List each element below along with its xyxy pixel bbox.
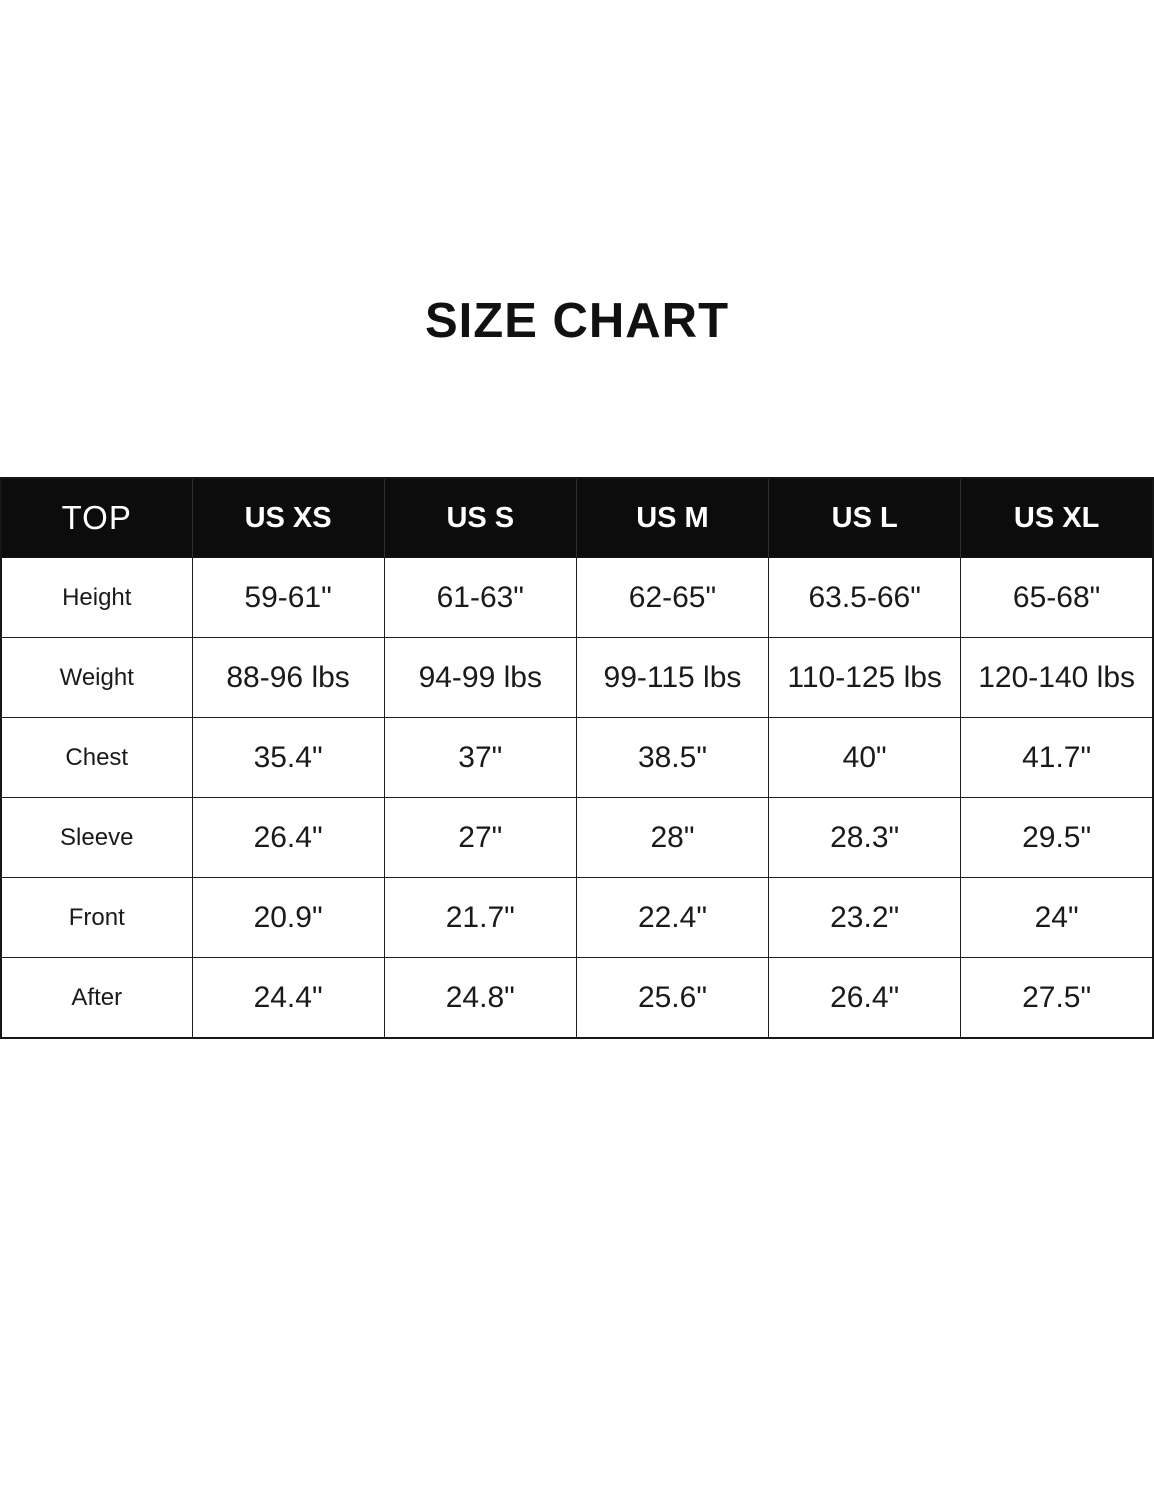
cell-front-l: 23.2" bbox=[768, 877, 962, 958]
cell-after-s: 24.8" bbox=[383, 957, 577, 1039]
table-row-after: After 24.4" 24.8" 25.6" 26.4" 27.5" bbox=[0, 957, 1154, 1039]
cell-height-s: 61-63" bbox=[383, 557, 577, 638]
row-label-weight: Weight bbox=[0, 637, 193, 718]
cell-after-m: 25.6" bbox=[575, 957, 770, 1039]
cell-front-m: 22.4" bbox=[575, 877, 770, 958]
header-row: TOP US XS US S US M US L US XL bbox=[0, 478, 1154, 558]
cell-height-l: 63.5-66" bbox=[768, 557, 962, 638]
cell-chest-m: 38.5" bbox=[575, 717, 770, 798]
header-cell-us-m: US M bbox=[575, 478, 770, 558]
header-cell-us-xs: US XS bbox=[191, 478, 385, 558]
cell-chest-xs: 35.4" bbox=[191, 717, 385, 798]
row-label-after: After bbox=[0, 957, 193, 1039]
cell-height-xs: 59-61" bbox=[191, 557, 385, 638]
cell-sleeve-xs: 26.4" bbox=[191, 797, 385, 878]
cell-after-xs: 24.4" bbox=[191, 957, 385, 1039]
table-row-front: Front 20.9" 21.7" 22.4" 23.2" 24" bbox=[0, 877, 1154, 958]
cell-chest-s: 37" bbox=[383, 717, 577, 798]
size-chart-body: Height 59-61" 61-63" 62-65" 63.5-66" 65-… bbox=[0, 557, 1154, 1039]
cell-after-l: 26.4" bbox=[768, 957, 962, 1039]
row-label-front: Front bbox=[0, 877, 193, 958]
cell-weight-m: 99-115 lbs bbox=[575, 637, 770, 718]
size-chart-table: TOP US XS US S US M US L US XL Height 59… bbox=[0, 477, 1154, 1039]
cell-front-s: 21.7" bbox=[383, 877, 577, 958]
cell-after-xl: 27.5" bbox=[960, 957, 1154, 1039]
cell-chest-xl: 41.7" bbox=[960, 717, 1154, 798]
size-chart-header: TOP US XS US S US M US L US XL bbox=[0, 478, 1154, 558]
table-row-chest: Chest 35.4" 37" 38.5" 40" 41.7" bbox=[0, 717, 1154, 798]
cell-front-xl: 24" bbox=[960, 877, 1154, 958]
cell-front-xs: 20.9" bbox=[191, 877, 385, 958]
cell-chest-l: 40" bbox=[768, 717, 962, 798]
cell-height-m: 62-65" bbox=[575, 557, 770, 638]
cell-height-xl: 65-68" bbox=[960, 557, 1154, 638]
cell-weight-xs: 88-96 lbs bbox=[191, 637, 385, 718]
header-cell-us-l: US L bbox=[768, 478, 962, 558]
cell-sleeve-l: 28.3" bbox=[768, 797, 962, 878]
header-cell-us-xl: US XL bbox=[960, 478, 1154, 558]
page-title: SIZE CHART bbox=[425, 294, 729, 348]
cell-sleeve-xl: 29.5" bbox=[960, 797, 1154, 878]
cell-sleeve-m: 28" bbox=[575, 797, 770, 878]
row-label-chest: Chest bbox=[0, 717, 193, 798]
cell-sleeve-s: 27" bbox=[383, 797, 577, 878]
header-cell-top: TOP bbox=[0, 478, 193, 558]
cell-weight-xl: 120-140 lbs bbox=[960, 637, 1154, 718]
table-row-height: Height 59-61" 61-63" 62-65" 63.5-66" 65-… bbox=[0, 557, 1154, 638]
row-label-sleeve: Sleeve bbox=[0, 797, 193, 878]
cell-weight-l: 110-125 lbs bbox=[768, 637, 962, 718]
header-cell-us-s: US S bbox=[383, 478, 577, 558]
cell-weight-s: 94-99 lbs bbox=[383, 637, 577, 718]
row-label-height: Height bbox=[0, 557, 193, 638]
table-row-weight: Weight 88-96 lbs 94-99 lbs 99-115 lbs 11… bbox=[0, 637, 1154, 718]
table-row-sleeve: Sleeve 26.4" 27" 28" 28.3" 29.5" bbox=[0, 797, 1154, 878]
